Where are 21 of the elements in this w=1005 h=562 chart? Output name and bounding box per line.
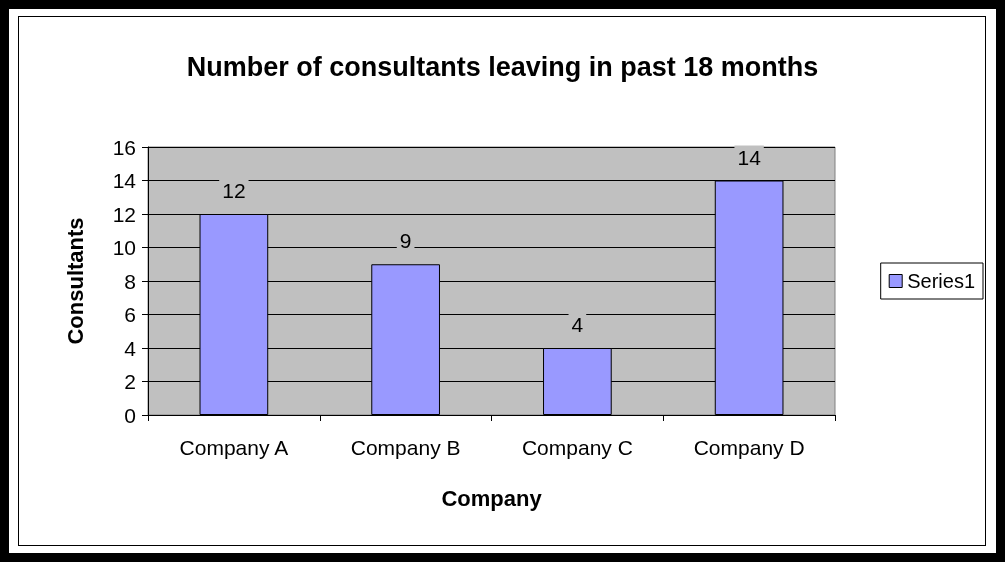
data-label: 4 — [571, 313, 584, 336]
y-tick-label: 6 — [124, 303, 136, 326]
data-label: 12 — [222, 179, 246, 202]
y-tick-label: 14 — [112, 169, 137, 192]
chart-title: Number of consultants leaving in past 18 months — [186, 51, 819, 82]
y-tick-label: 8 — [124, 269, 136, 293]
x-tick-label: Company A — [179, 436, 289, 459]
x-axis-title: Company — [441, 485, 543, 511]
x-tick-label: Company D — [693, 436, 805, 459]
x-tick-label: Company B — [350, 436, 461, 459]
y-axis-title: Consultants — [62, 217, 88, 345]
y-tick-label: 10 — [112, 236, 136, 259]
y-tick-label: 16 — [112, 135, 136, 159]
y-tick-label: 0 — [124, 403, 136, 427]
y-tick-label: 2 — [124, 370, 136, 393]
y-tick-label: 4 — [124, 336, 137, 360]
x-tick-label: Company C — [521, 436, 633, 459]
y-tick-label: 12 — [112, 202, 136, 226]
data-label: 14 — [737, 145, 762, 169]
legend-label: Series1 — [907, 270, 975, 292]
data-label: 9 — [399, 229, 412, 253]
